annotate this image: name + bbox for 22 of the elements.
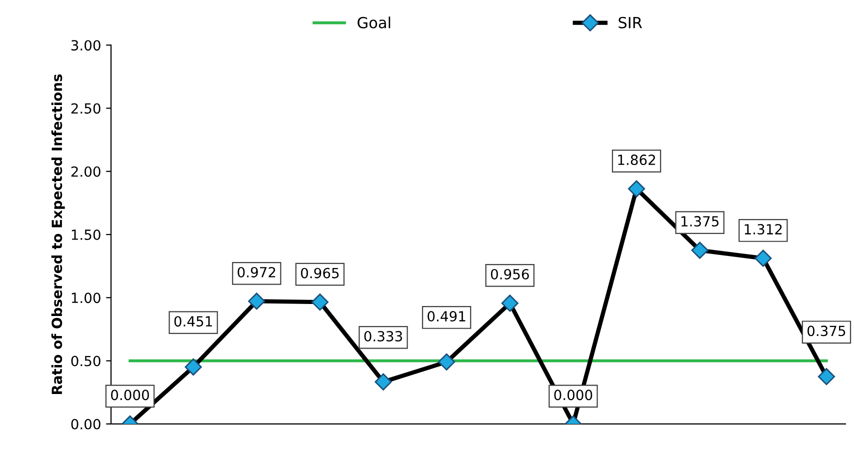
data-label: 0.333	[364, 330, 402, 342]
y-tick-label: 1.00	[72, 292, 100, 304]
data-label: 0.000	[554, 390, 592, 400]
legend-label: SIR	[618, 16, 642, 28]
y-tick-label: 0.50	[71, 356, 100, 366]
data-label: 0.965	[300, 268, 339, 278]
y-tick-label: 2.00	[71, 166, 100, 177]
data-label: 1.375	[681, 216, 719, 227]
y-tick-label: 3.00	[71, 40, 100, 51]
data-label: 0.451	[174, 316, 212, 327]
y-axis-title: Ratio of Observed to Expected Infections	[51, 74, 65, 394]
y-tick-label: 0.00	[71, 418, 100, 430]
data-label: 0.375	[808, 326, 846, 336]
data-label: 1.312	[744, 224, 782, 235]
data-label: 1.862	[618, 154, 656, 166]
data-label: 0.491	[428, 311, 466, 322]
y-tick-label: 1.50	[72, 229, 100, 240]
data-label: 0.956	[490, 268, 529, 280]
legend-label: Goal	[358, 16, 390, 28]
data-label: 0.000	[111, 390, 149, 400]
data-label: 0.972	[238, 266, 276, 278]
y-tick-label: 2.50	[71, 103, 100, 114]
